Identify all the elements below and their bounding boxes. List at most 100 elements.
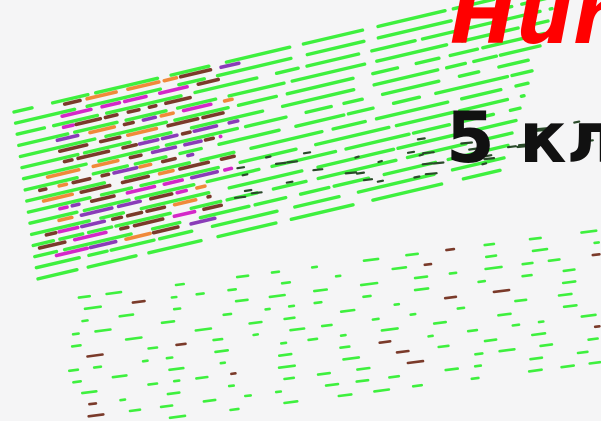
green-stripe (52, 113, 100, 128)
sparse-dash (561, 280, 577, 285)
green-stripe (215, 56, 293, 78)
green-stripe (376, 8, 447, 29)
colored-stripe (189, 216, 217, 226)
green-stripe (376, 19, 453, 40)
green-stripe (280, 87, 356, 109)
colored-stripe (44, 230, 58, 237)
sparse-dash (470, 376, 480, 381)
green-stripe (109, 238, 156, 252)
dark-tick (418, 153, 424, 157)
sparse-dash (474, 352, 484, 356)
green-stripe (164, 126, 240, 147)
green-stripe (31, 238, 56, 248)
green-stripe (405, 142, 468, 160)
colored-stripe (103, 113, 119, 120)
green-stripe (375, 43, 449, 63)
colored-stripe (79, 183, 112, 194)
sparse-dash (528, 236, 542, 241)
sparse-dash (448, 271, 458, 275)
dark-tick (507, 145, 517, 149)
sparse-dash (497, 312, 512, 317)
sparse-dash (339, 333, 347, 338)
sparse-dash (289, 327, 306, 332)
green-stripe (420, 20, 497, 41)
green-stripe (445, 61, 467, 70)
colored-stripe (60, 107, 93, 118)
sparse-dash (466, 328, 479, 333)
green-stripe (332, 176, 371, 188)
green-stripe (482, 131, 514, 142)
colored-stripe (80, 219, 107, 229)
colored-stripe (62, 98, 82, 106)
sparse-dash (277, 364, 297, 370)
green-stripe (28, 210, 79, 225)
sparse-dash (274, 390, 283, 394)
sparse-dash (195, 375, 209, 380)
sparse-dash (359, 281, 379, 287)
colored-stripe (219, 154, 236, 161)
sparse-dash (547, 258, 561, 263)
dark-tick (549, 148, 555, 152)
green-stripe (274, 66, 300, 76)
sparse-dash (411, 383, 424, 388)
green-stripe (97, 145, 160, 163)
colored-stripe (112, 165, 139, 175)
dark-tick (468, 131, 477, 136)
colored-stripe (157, 168, 175, 176)
colored-stripe (147, 103, 158, 109)
sparse-dash (388, 374, 401, 379)
green-stripe (15, 126, 47, 136)
green-stripe (217, 128, 281, 147)
sparse-dash (283, 399, 299, 405)
colored-stripe (175, 188, 188, 195)
sparse-dash (339, 345, 351, 350)
green-stripe (34, 256, 81, 270)
colored-stripe (183, 139, 203, 147)
dark-tick (421, 162, 434, 166)
green-stripe (150, 220, 182, 231)
colored-stripe (88, 239, 118, 250)
dark-tick (484, 154, 493, 158)
colored-stripe (89, 194, 116, 203)
green-stripe (457, 70, 481, 79)
sparse-dash (355, 378, 370, 383)
dark-tick (573, 120, 581, 124)
colored-stripe (162, 76, 179, 83)
green-stripe (331, 119, 367, 131)
sparse-dash (165, 356, 174, 360)
sparse-dash (86, 353, 104, 358)
green-stripe (249, 129, 324, 151)
sparse-dash (147, 382, 159, 386)
green-stripe (87, 249, 109, 258)
green-stripe (82, 198, 131, 213)
green-stripe (289, 203, 355, 222)
green-stripe (134, 182, 196, 201)
sparse-dash (235, 274, 250, 279)
colored-stripe (124, 231, 152, 241)
sparse-dash (230, 371, 237, 376)
sparse-dash (362, 257, 380, 263)
colored-stripe (85, 90, 118, 101)
sparse-dash (393, 302, 401, 307)
green-stripe (18, 137, 97, 159)
green-stripe (460, 87, 503, 101)
colored-stripe (126, 126, 159, 137)
colored-stripe (192, 124, 219, 133)
sparse-dash (514, 298, 528, 303)
green-stripe (193, 76, 259, 95)
sparse-dash (87, 413, 105, 418)
sparse-dash (277, 352, 293, 358)
colored-stripe (222, 97, 234, 103)
sparse-dash (105, 290, 123, 296)
green-stripe (434, 74, 510, 96)
sparse-dash (83, 305, 102, 311)
dark-tick (416, 137, 426, 141)
green-stripe (461, 112, 496, 124)
sparse-dash (202, 398, 217, 403)
sparse-dash (378, 339, 392, 345)
green-stripe (370, 39, 417, 53)
sparse-dash (320, 323, 333, 328)
colored-stripe (126, 107, 141, 114)
colored-stripe (203, 136, 215, 142)
